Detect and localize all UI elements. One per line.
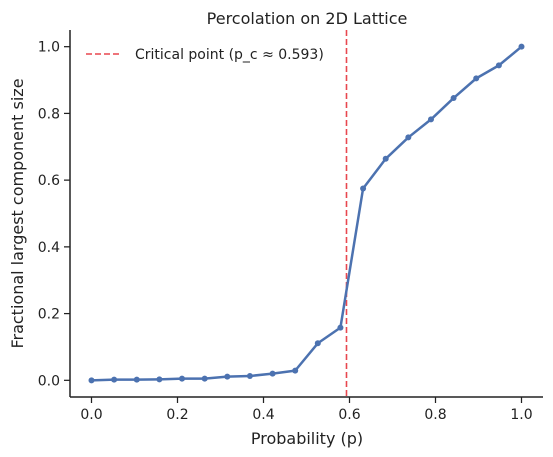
data-point: [405, 134, 412, 141]
data-point: [201, 375, 208, 382]
data-point: [156, 376, 163, 383]
data-point: [360, 185, 367, 192]
data-point: [450, 95, 457, 102]
y-tick-label: 0.8: [38, 106, 60, 122]
data-point: [111, 376, 118, 383]
data-point: [269, 370, 276, 377]
x-tick-label: 1.0: [510, 407, 532, 423]
x-tick-label: 0.4: [252, 407, 274, 423]
x-axis-ticks: 0.0 0.2 0.4 0.6 0.8 1.0: [80, 397, 533, 423]
data-point: [314, 340, 321, 347]
y-axis-label: Fractional largest component size: [8, 78, 27, 348]
data-point: [518, 43, 525, 50]
legend: Critical point (p_c ≈ 0.593): [86, 47, 324, 63]
data-point: [427, 116, 434, 123]
y-tick-label: 0.6: [38, 173, 60, 189]
y-tick-label: 0.2: [38, 307, 60, 323]
x-tick-label: 0.0: [80, 407, 102, 423]
data-point: [224, 373, 231, 380]
x-axis-label: Probability (p): [251, 429, 363, 448]
data-point: [495, 62, 502, 69]
x-tick-label: 0.2: [166, 407, 188, 423]
data-point: [337, 324, 344, 331]
y-tick-label: 1.0: [38, 40, 60, 56]
y-axis-ticks: 0.0 0.2 0.4 0.6 0.8 1.0: [38, 40, 70, 389]
series-layer: [88, 43, 525, 384]
y-tick-label: 0.0: [38, 373, 60, 389]
data-point: [292, 367, 299, 374]
series-line: [90, 45, 523, 382]
data-point: [88, 377, 95, 384]
data-point: [133, 376, 140, 383]
data-point: [473, 75, 480, 82]
legend-critical-point-label: Critical point (p_c ≈ 0.593): [135, 47, 324, 63]
x-tick-label: 0.8: [424, 407, 446, 423]
x-tick-label: 0.6: [338, 407, 360, 423]
data-point: [382, 155, 389, 162]
chart-title: Percolation on 2D Lattice: [207, 9, 408, 28]
data-point: [246, 372, 253, 379]
y-tick-label: 0.4: [38, 240, 60, 256]
plot-area: [88, 30, 525, 397]
data-point: [179, 375, 186, 382]
